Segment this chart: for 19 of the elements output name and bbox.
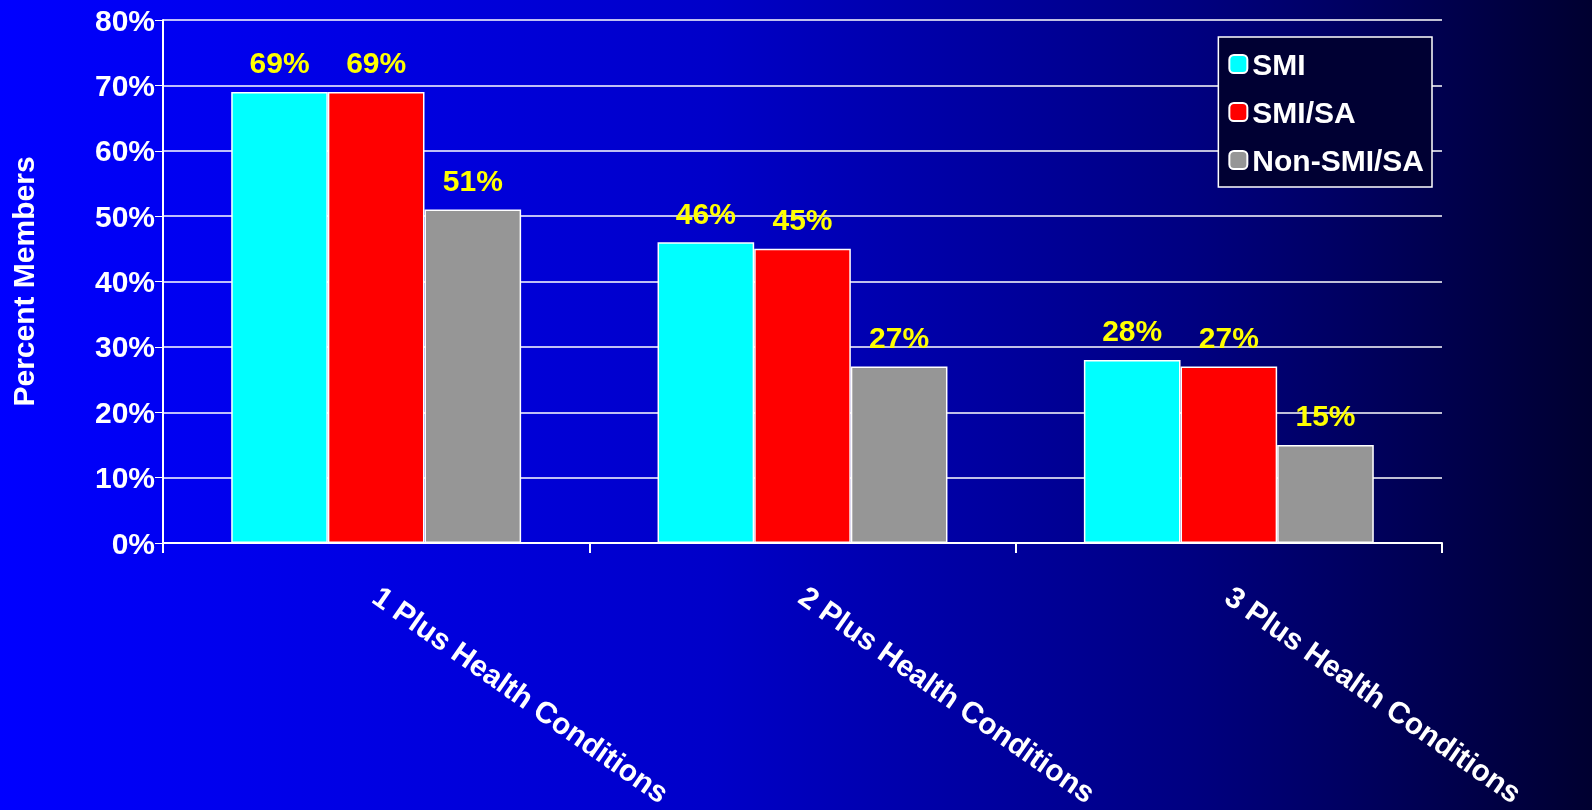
y-tick-label: 10% [94,461,155,495]
legend-label: SMI/SA [1252,95,1356,129]
y-tick-label: 20% [94,395,155,429]
y-tick-label: 30% [94,330,155,364]
legend-label: SMI [1252,47,1306,81]
data-label: 27% [1198,320,1259,354]
y-tick-label: 60% [94,134,155,168]
data-label: 69% [249,46,310,80]
y-axis-title: Percent Members [6,156,40,407]
y-tick-label: 70% [94,68,155,102]
data-label: 28% [1102,314,1163,348]
legend-label: Non-SMI/SA [1252,143,1425,177]
y-tick-label: 80% [94,3,155,37]
data-label: 69% [346,46,407,80]
data-label: 51% [442,164,503,198]
y-tick-label: 50% [94,199,155,233]
y-tick-label: 0% [111,526,155,560]
y-tick-label: 40% [94,265,155,298]
data-label: 27% [869,320,930,354]
